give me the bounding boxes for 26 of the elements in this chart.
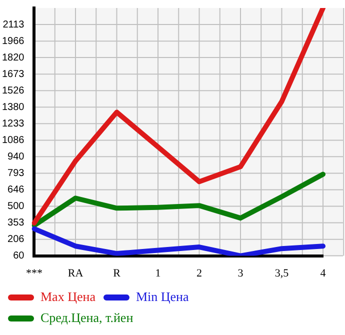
x-tick-label: R (113, 267, 122, 280)
y-tick-label: 1380 (2, 102, 25, 113)
y-tick-label: 1820 (2, 52, 25, 64)
x-tick-label: RA (68, 267, 84, 280)
y-tick-label: 2113 (2, 19, 25, 30)
y-tick-label: 1526 (2, 85, 25, 96)
legend-label: Max Цена (40, 288, 96, 304)
x-tick-label: 3 (238, 267, 244, 280)
x-tick-label: 1 (155, 267, 161, 280)
legend-label: Min Цена (136, 288, 189, 304)
y-tick-label: 353 (8, 218, 25, 229)
y-tick-label: 793 (8, 168, 25, 179)
y-tick-label: 940 (8, 151, 25, 162)
y-tick-label: 1233 (2, 118, 25, 130)
x-tick-label: 4 (320, 267, 326, 280)
y-tick-label: 206 (8, 234, 25, 246)
y-tick-label: 1673 (2, 68, 25, 80)
y-tick-label: 1966 (2, 36, 25, 47)
y-tick-label: 60 (13, 250, 25, 262)
x-tick-label: 2 (196, 267, 202, 280)
x-tick-label: 3,5 (274, 267, 290, 280)
y-tick-label: 500 (8, 200, 25, 212)
legend-label: Сред.Цена, т.йен (40, 310, 134, 325)
y-tick-label: 1086 (2, 134, 25, 146)
x-tick-label: *** (26, 267, 42, 280)
y-tick-label: 646 (8, 184, 25, 196)
